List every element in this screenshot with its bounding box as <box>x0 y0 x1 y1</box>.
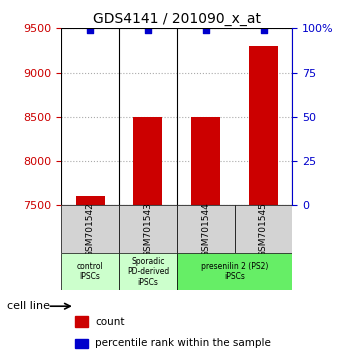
Bar <box>133 117 163 205</box>
Bar <box>75 196 105 205</box>
Point <box>145 27 151 33</box>
Text: GSM701545: GSM701545 <box>259 202 268 257</box>
Text: GSM701543: GSM701543 <box>143 202 152 257</box>
Bar <box>75 339 88 348</box>
FancyBboxPatch shape <box>61 205 119 253</box>
FancyBboxPatch shape <box>119 253 177 290</box>
Point <box>87 27 93 33</box>
Text: percentile rank within the sample: percentile rank within the sample <box>95 338 271 348</box>
FancyBboxPatch shape <box>119 205 177 253</box>
Text: GSM701544: GSM701544 <box>201 202 210 257</box>
Text: count: count <box>95 317 125 327</box>
Text: GSM701542: GSM701542 <box>86 202 95 257</box>
FancyBboxPatch shape <box>177 205 235 253</box>
Text: presenilin 2 (PS2)
iPSCs: presenilin 2 (PS2) iPSCs <box>201 262 268 281</box>
Bar <box>249 46 278 205</box>
Bar <box>75 316 88 327</box>
FancyBboxPatch shape <box>235 205 292 253</box>
Bar <box>191 117 220 205</box>
Title: GDS4141 / 201090_x_at: GDS4141 / 201090_x_at <box>93 12 261 26</box>
Point <box>261 27 266 33</box>
FancyBboxPatch shape <box>61 253 119 290</box>
Text: control
IPSCs: control IPSCs <box>77 262 103 281</box>
FancyBboxPatch shape <box>177 253 292 290</box>
Text: Sporadic
PD-derived
iPSCs: Sporadic PD-derived iPSCs <box>127 257 169 287</box>
Text: cell line: cell line <box>7 301 50 311</box>
Point <box>203 27 208 33</box>
